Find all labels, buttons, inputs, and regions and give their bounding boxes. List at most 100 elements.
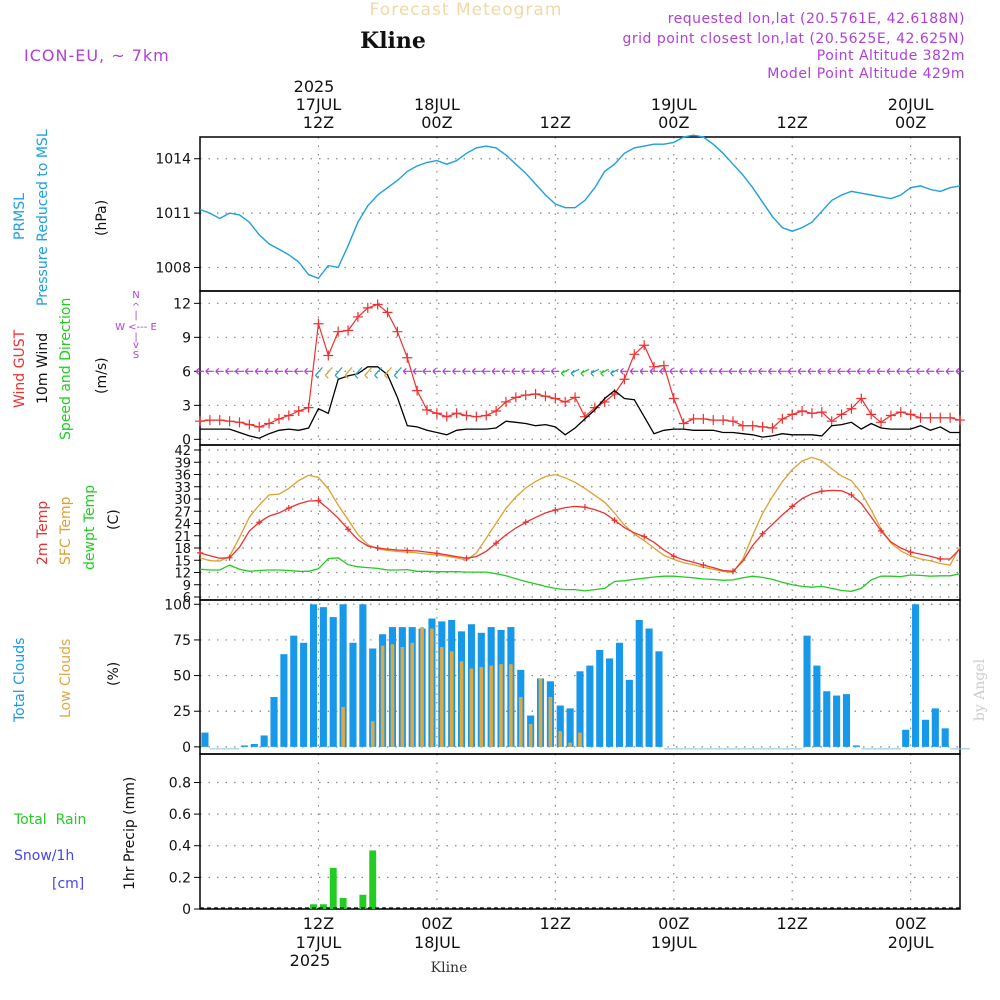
temp2m-point	[374, 545, 381, 551]
total-cloud-bar	[556, 705, 564, 747]
gust-point	[826, 416, 837, 427]
precip-unit: 1hr Precip (mm)	[122, 777, 138, 890]
wind-direction-arrow	[442, 367, 451, 375]
ytick-label: 15	[174, 554, 191, 569]
wind-direction-arrow	[679, 367, 688, 375]
temp2m-point	[197, 549, 203, 556]
wind-direction-arrow	[384, 366, 392, 379]
wind-label-speeddir: Speed and Direction	[58, 298, 74, 440]
temp2m-point	[937, 556, 944, 563]
wind-direction-arrow	[718, 367, 728, 375]
top-hour-label: 12Z	[777, 113, 808, 132]
ytick-label: 42	[174, 444, 191, 459]
wind-direction-arrow	[225, 367, 234, 375]
point-altitude: Point Altitude 382m	[817, 48, 965, 64]
temp-label-dewpt: dewpt Temp	[82, 485, 98, 570]
temp2m-point	[700, 562, 707, 569]
gust-point	[589, 402, 600, 413]
gust-point	[412, 385, 423, 396]
gust-point	[649, 361, 660, 372]
gust-point	[737, 420, 748, 431]
bottom-date-label: 18JUL	[414, 933, 460, 952]
top-year-label: 2025	[294, 77, 335, 96]
low-cloud-bar	[509, 664, 513, 747]
gust-point	[471, 411, 482, 422]
ytick-label: 12	[173, 296, 191, 312]
wind-direction-arrow	[935, 367, 945, 375]
gust-point	[846, 403, 857, 414]
gust-point	[323, 350, 334, 361]
bottom-date-label: 17JUL	[296, 933, 342, 952]
wind-label-10m: 10m Wind	[35, 333, 51, 404]
gust-point	[816, 407, 827, 418]
wind-direction-arrow	[324, 366, 333, 379]
wind-direction-arrow	[649, 367, 659, 375]
wind-direction-arrow	[906, 367, 915, 375]
wind-direction-arrow	[619, 367, 629, 375]
wind-direction-arrow	[274, 367, 283, 375]
gust-point	[234, 417, 245, 428]
wind-direction-arrow	[768, 367, 777, 375]
top-date-label: 18JUL	[414, 95, 460, 114]
wind-direction-arrow	[254, 367, 264, 375]
low-cloud-bar	[449, 651, 454, 747]
gust-point	[204, 415, 215, 426]
compass-down: v	[133, 340, 139, 351]
wind-line	[200, 366, 960, 439]
gust-point	[550, 393, 561, 404]
gust-point	[698, 413, 709, 424]
wind-direction-arrow	[452, 367, 461, 375]
wind-direction-arrow	[610, 368, 619, 377]
wind-direction-arrow	[422, 367, 432, 375]
low-cloud-bar	[568, 742, 572, 747]
panel-clouds: 0 25 50 75 100	[164, 597, 970, 756]
gust-point	[668, 393, 679, 404]
rain-bar	[359, 894, 367, 909]
bottom-hour-label: 00Z	[421, 914, 452, 933]
wind-direction-arrow	[205, 367, 214, 375]
gust-point	[402, 352, 413, 363]
wind-direction-arrow	[570, 368, 580, 377]
panel-frame	[199, 753, 961, 910]
temp2m-point	[522, 519, 529, 526]
wind-direction-arrow	[304, 367, 313, 375]
gridpoint-coords: grid point closest lon,lat (20.5625E, 42…	[622, 31, 965, 47]
gust-point	[727, 416, 738, 427]
low-cloud-bar	[538, 678, 543, 747]
ytick-label: 36	[174, 469, 191, 484]
bottom-date-label: 20JUL	[888, 933, 934, 952]
ytick-label: 75	[173, 633, 191, 649]
wind-direction-arrow	[896, 367, 905, 375]
wind-direction-arrow	[471, 367, 481, 375]
ytick-label: 12	[174, 567, 191, 582]
wind-direction-arrow	[412, 367, 422, 375]
gust-point	[885, 410, 896, 421]
gust-point	[806, 408, 817, 419]
wind-unit: (m/s)	[94, 357, 110, 394]
wind-direction-arrow	[393, 366, 402, 379]
temp-label-sfc: SFC Temp	[58, 496, 74, 565]
wind-direction-arrow	[284, 367, 293, 375]
temp2m-point	[848, 491, 855, 498]
gust-point	[195, 416, 205, 427]
wind-direction-arrow	[402, 367, 412, 375]
wind-direction-arrow	[758, 367, 767, 375]
temp2m-point	[670, 553, 677, 560]
total-cloud-bar	[290, 635, 298, 747]
gust-point	[244, 419, 255, 430]
wind-direction-arrow	[886, 367, 895, 375]
temp2m-point	[878, 527, 885, 534]
temp2m-point	[611, 517, 618, 524]
ytick-label: 9	[183, 579, 191, 594]
product-title: Forecast Meteogram	[370, 0, 563, 20]
gust-point	[757, 421, 768, 432]
temp2m-point	[907, 549, 914, 556]
gust-point	[876, 417, 887, 428]
wind-direction-arrow	[797, 367, 807, 375]
temp2m-point	[433, 550, 440, 557]
gust-point	[372, 299, 383, 310]
gust-point	[767, 423, 778, 433]
panel-frame	[199, 444, 961, 601]
